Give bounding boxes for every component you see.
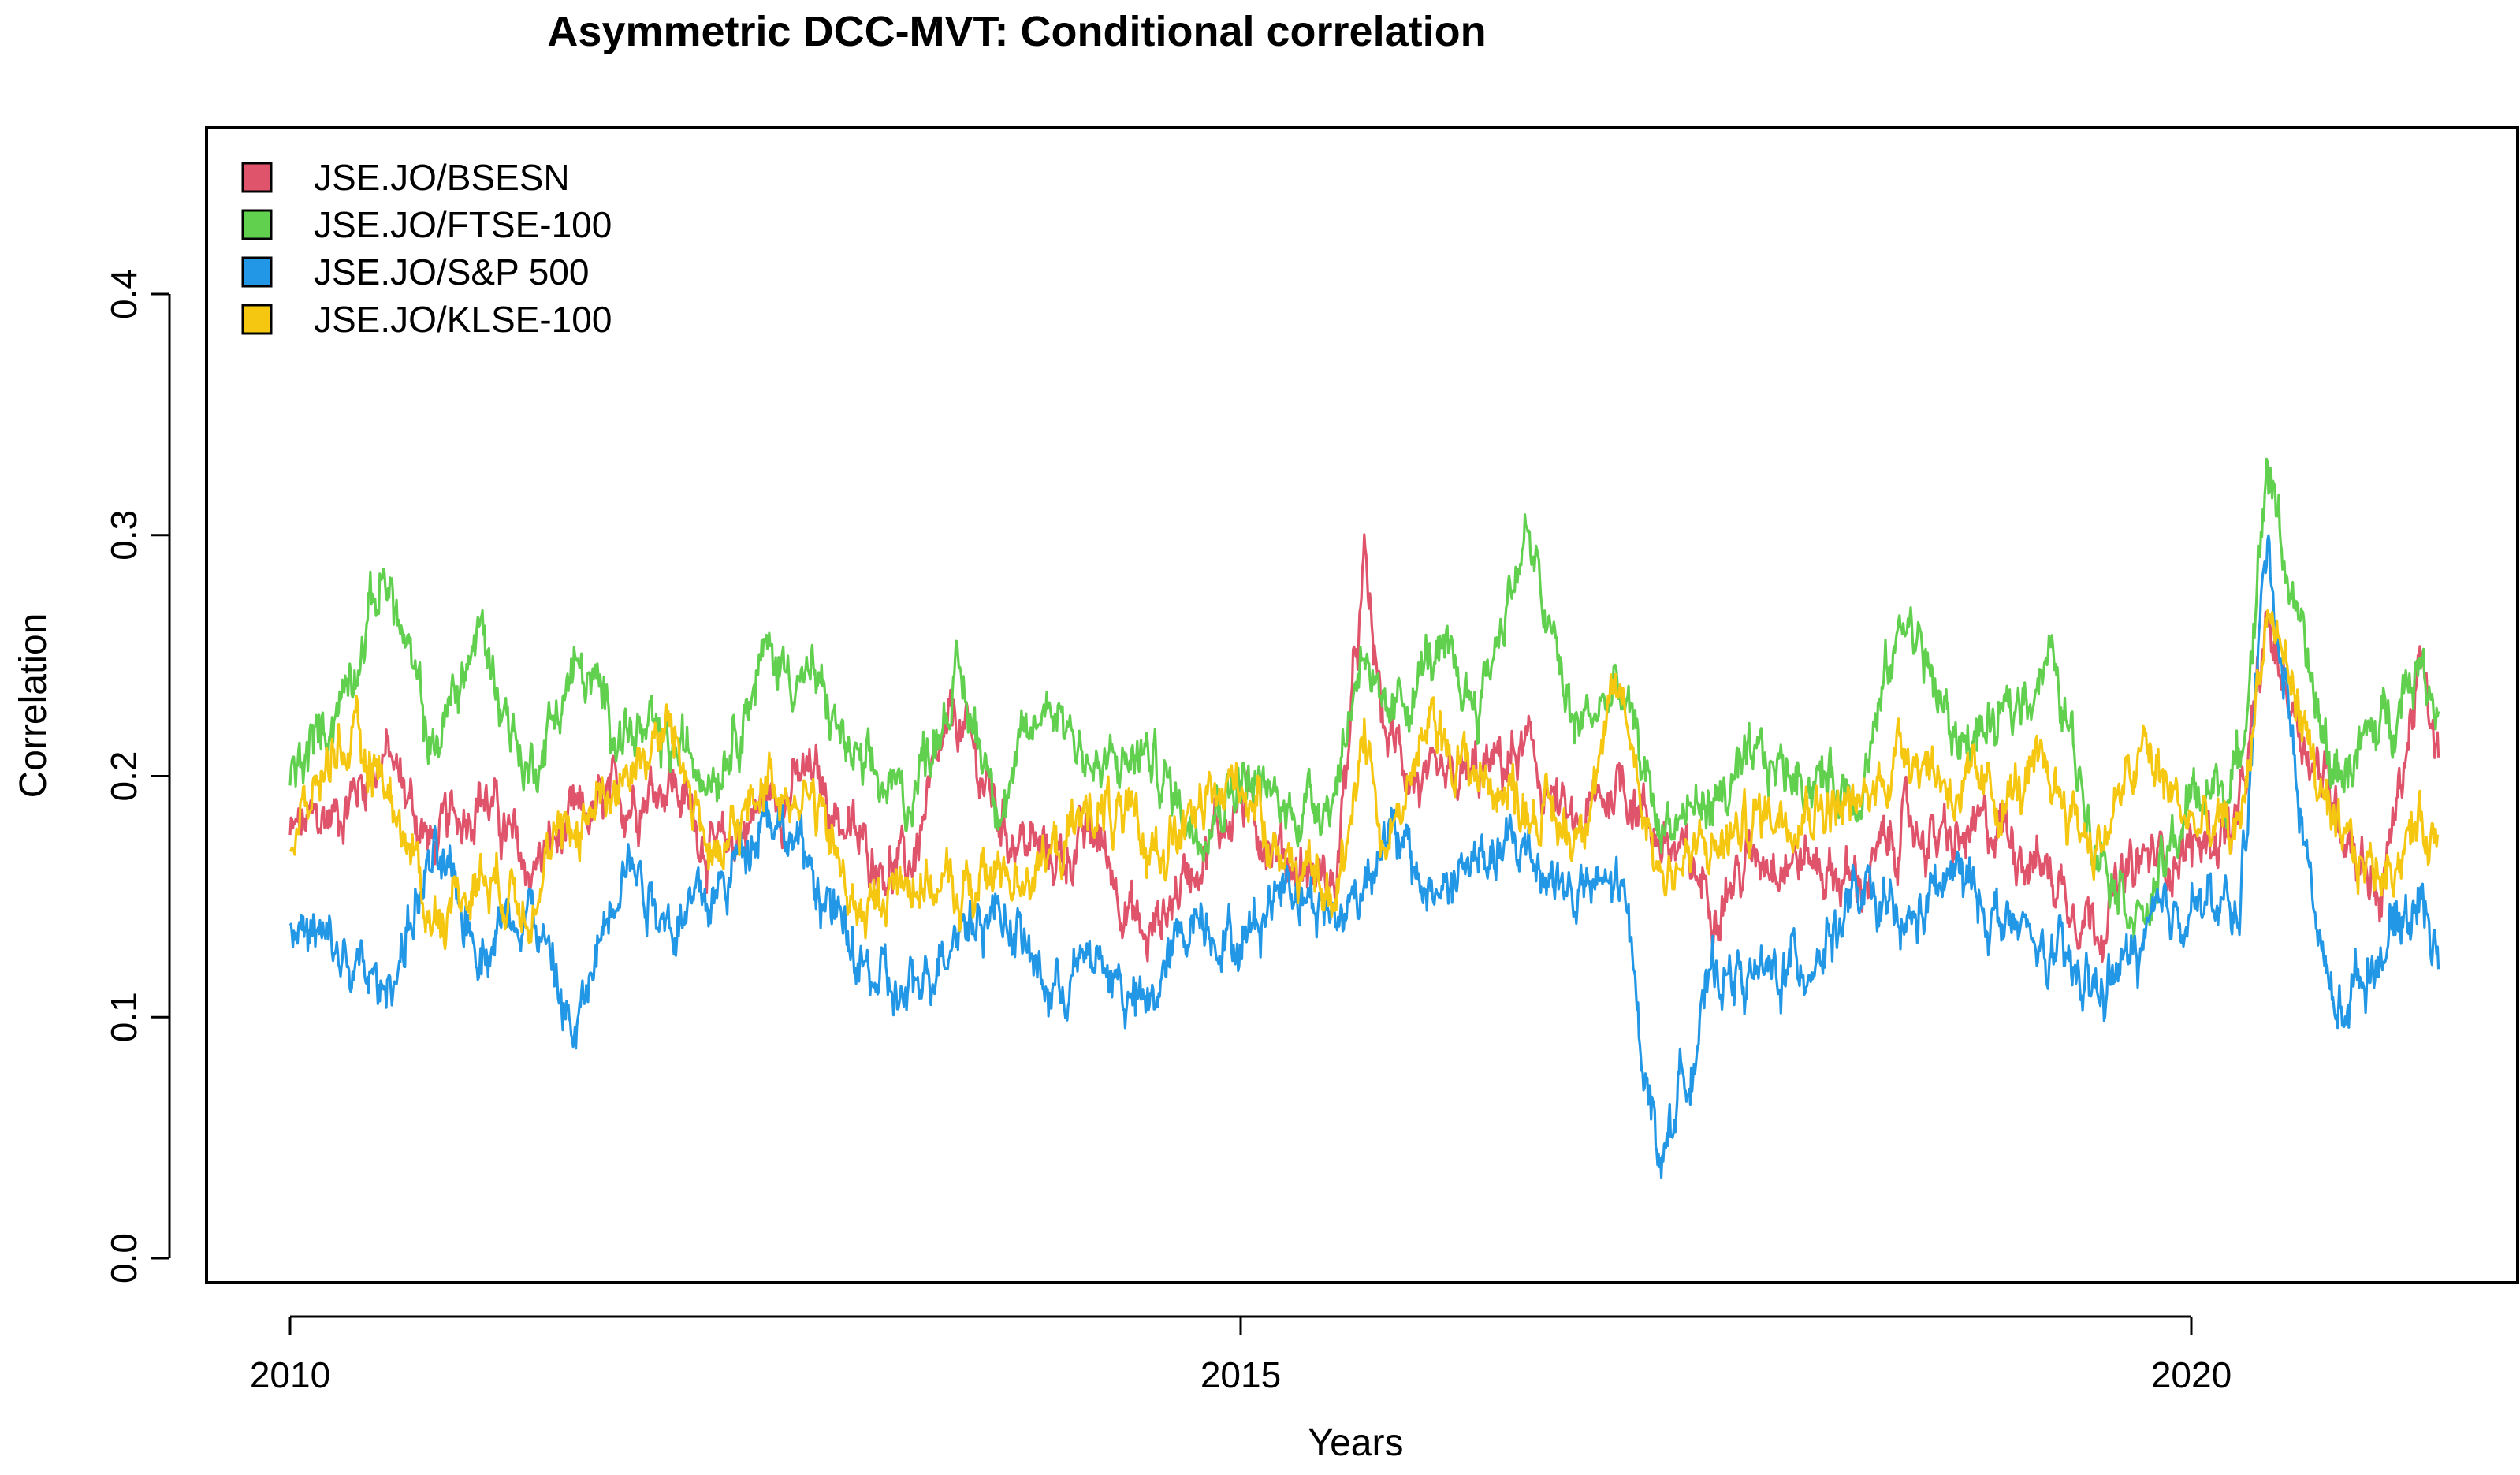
series-line-1 (288, 457, 2440, 940)
x-axis: 2010 2015 2020 (250, 1315, 2232, 1395)
y-tick-label: 0.3 (103, 510, 144, 561)
series-line-0 (288, 533, 2440, 963)
x-tick-label: 2020 (2151, 1354, 2232, 1395)
y-axis: 0.0 0.1 0.2 0.3 0.4 (103, 269, 171, 1283)
y-axis-title: Correlation (13, 613, 54, 799)
series-line-3 (288, 609, 2440, 951)
x-axis-title: Years (1308, 1422, 1404, 1464)
legend-swatch (241, 209, 273, 240)
y-tick-label: 0.1 (103, 992, 144, 1042)
y-tick-label: 0.4 (103, 269, 144, 319)
y-tick-label: 0.0 (103, 1233, 144, 1283)
legend-swatch (241, 256, 273, 288)
x-tick-label: 2010 (250, 1354, 330, 1395)
y-tick-label: 0.2 (103, 751, 144, 802)
legend: JSE.JO/BSESN JSE.JO/FTSE-100 JSE.JO/S&P 50… (241, 157, 612, 340)
x-tick-label: 2015 (1200, 1354, 1281, 1395)
legend-swatch (241, 304, 273, 335)
plot-frame (205, 126, 2519, 1284)
legend-label: JSE.JO/KLSE-100 (314, 299, 612, 340)
legend-label: JSE.JO/S&P 500 (314, 251, 589, 292)
chart-title: Asymmetric DCC-MVT: Conditional correlat… (547, 8, 1486, 55)
series-group (288, 457, 2440, 1179)
series-line-2 (288, 534, 2440, 1179)
legend-swatch (241, 162, 273, 193)
legend-label: JSE.JO/BSESN (314, 157, 570, 198)
legend-label: JSE.JO/FTSE-100 (314, 204, 612, 245)
